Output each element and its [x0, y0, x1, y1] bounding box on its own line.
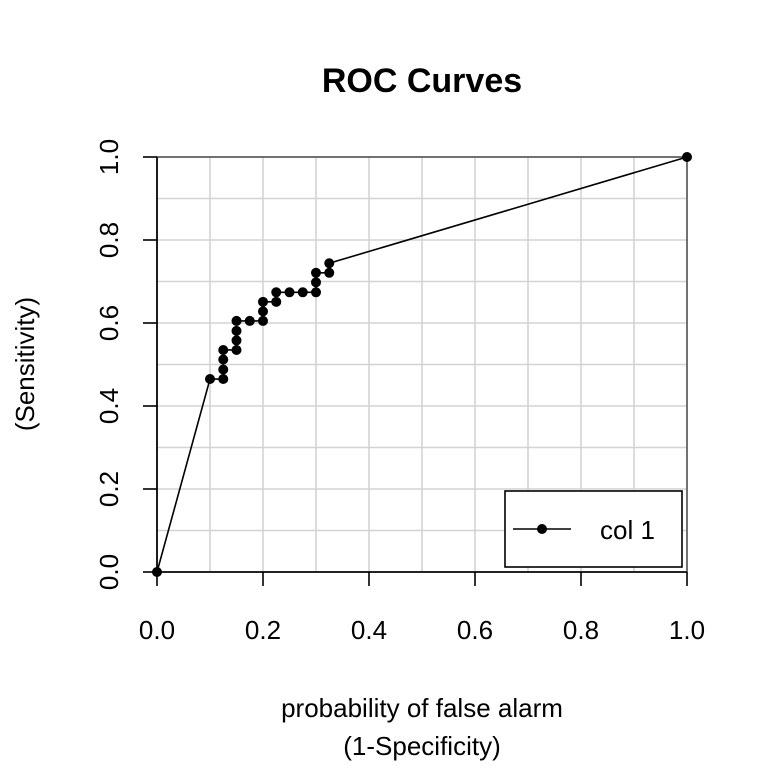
y-tick-label: 0.0	[94, 554, 124, 590]
data-point	[324, 267, 335, 278]
data-point	[218, 344, 229, 355]
x-tick-label: 0.0	[139, 615, 175, 645]
data-point	[311, 277, 321, 288]
x-axis: 0.0 0.2 0.4 0.6 0.8 1.0	[139, 571, 705, 645]
x-axis-label-line2: (1-Specificity)	[343, 731, 500, 761]
data-point	[258, 306, 268, 317]
legend: col 1	[504, 490, 683, 568]
y-tick-label: 0.8	[94, 222, 124, 258]
data-point	[218, 354, 229, 365]
data-point	[258, 296, 268, 307]
data-point	[271, 296, 282, 307]
data-point	[284, 287, 295, 298]
data-point	[271, 287, 282, 298]
x-tick-label: 0.6	[457, 615, 493, 645]
y-tick-label: 0.2	[94, 471, 124, 507]
chart-title: ROC Curves	[322, 62, 522, 100]
data-point	[682, 152, 692, 162]
y-tick-label: 0.4	[94, 388, 124, 424]
x-tick-label: 0.8	[563, 615, 599, 645]
data-point	[297, 287, 308, 298]
data-point	[324, 258, 335, 269]
data-point	[205, 374, 215, 385]
x-tick-label: 1.0	[669, 615, 705, 645]
data-point	[231, 335, 242, 346]
y-tick-label: 1.0	[94, 139, 124, 175]
data-point	[231, 344, 242, 355]
data-point	[218, 374, 229, 385]
y-tick-label: 0.6	[94, 305, 124, 341]
data-point	[231, 325, 242, 336]
data-point	[311, 267, 321, 278]
x-axis-label-line1: probability of false alarm	[281, 693, 563, 723]
series-layer	[152, 152, 692, 577]
x-tick-label: 0.4	[351, 615, 387, 645]
x-tick-label: 0.2	[245, 615, 281, 645]
legend-label: col 1	[600, 515, 655, 545]
data-point	[218, 364, 229, 375]
data-point	[311, 287, 321, 298]
data-point	[152, 567, 162, 577]
y-axis-label: (Sensitivity)	[10, 297, 40, 431]
data-point	[231, 315, 242, 326]
y-axis: 0.0 0.2 0.4 0.6 0.8 1.0	[94, 139, 158, 590]
data-point	[244, 315, 255, 326]
data-point	[258, 315, 268, 326]
legend-marker	[537, 524, 547, 534]
